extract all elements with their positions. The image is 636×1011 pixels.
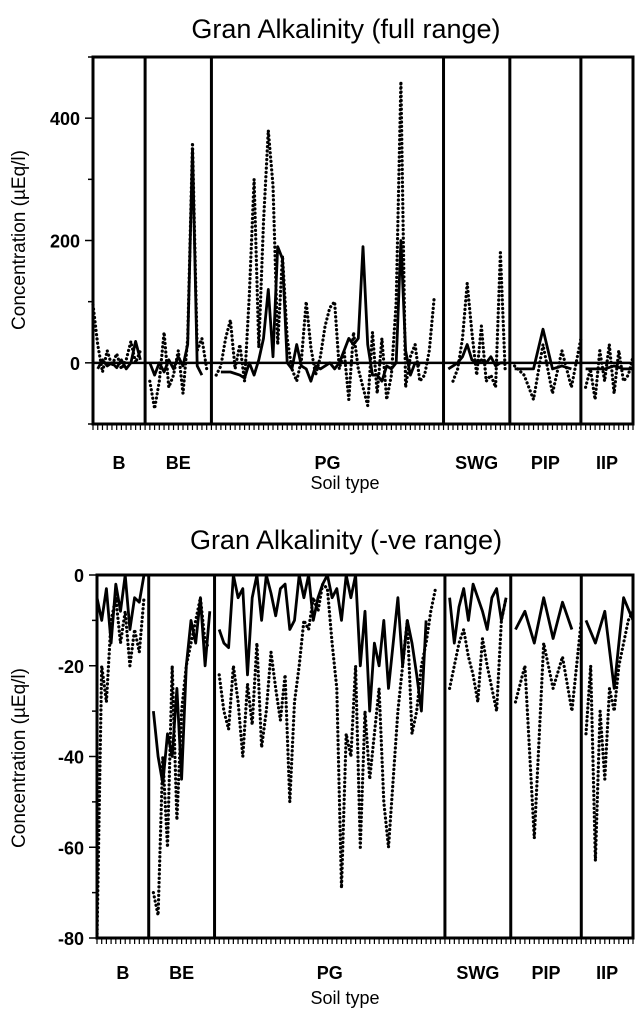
soil-group-label: B [113,453,126,473]
dotted-series-line [584,609,635,863]
soil-group-label: BE [166,453,191,473]
soil-group-label: SWG [455,453,498,473]
chart-title: Gran Alkalinity (-ve range) [190,525,502,555]
solid-series-line [514,327,572,371]
y-tick-label: 200 [50,232,80,252]
soil-group-label: PIP [531,453,560,473]
soil-group-label: B [116,963,129,983]
dotted-series-line [451,251,507,389]
solid-series-line [584,596,635,690]
y-tick-label: 0 [70,354,80,374]
y-tick-label: -40 [58,748,84,768]
dotted-series-line [217,582,438,890]
dotted-series-line [214,79,436,408]
dotted-series-line [448,596,508,713]
solid-series-line [448,582,508,645]
soil-group-label: PG [317,963,343,983]
soil-group-label: SWG [456,963,499,983]
dotted-series-line [512,336,583,402]
x-axis-label: Soil type [310,988,379,1008]
chart-title: Gran Alkalinity (full range) [191,14,500,44]
y-axis-label: Concentration (µEq/l) [9,150,30,330]
dotted-series-line [148,141,209,411]
soil-group-label: PG [314,453,340,473]
dotted-series-line [513,618,583,840]
dotted-series-line [91,303,142,374]
y-axis-label: Concentration (µEq/l) [9,668,30,848]
y-tick-label: -80 [58,929,84,949]
solid-series-line [514,596,574,645]
solid-series-line [152,596,212,786]
x-axis-label: Soil type [310,473,379,493]
soil-group-label: IIP [596,453,618,473]
y-tick-label: 400 [50,109,80,129]
solid-series-line [220,239,421,383]
solid-series-line [585,364,633,371]
y-tick-label: -60 [58,838,84,858]
dotted-series-line [95,596,146,940]
y-tick-label: -20 [58,657,84,677]
solid-series-line [95,573,146,645]
soil-group-label: PIP [532,963,561,983]
dotted-series-line [151,596,212,917]
chart-full-range: Gran Alkalinity (full range) Concentrati… [9,14,635,493]
dotted-series-line [583,342,635,402]
chart-negative-range: Gran Alkalinity (-ve range) Concentratio… [9,525,635,1008]
soil-group-label: BE [169,963,194,983]
solid-series-line [217,573,428,713]
y-tick-label: 0 [74,566,84,586]
soil-group-label: IIP [596,963,618,983]
